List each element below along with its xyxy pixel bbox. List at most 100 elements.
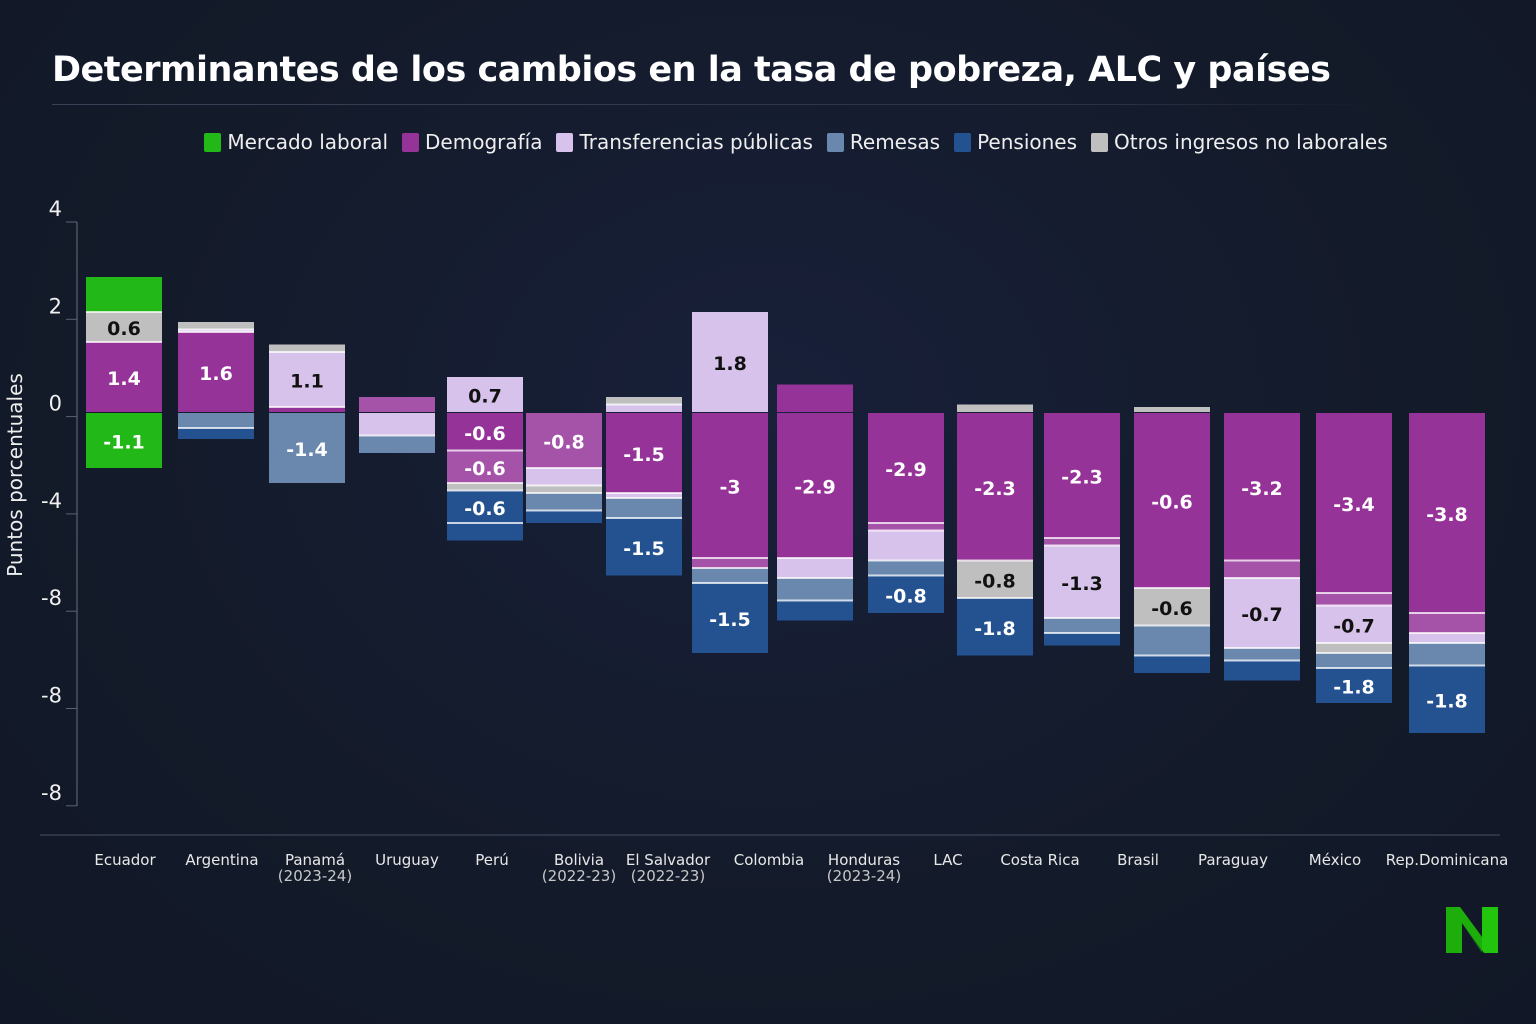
- bar-segment-transferencias: [447, 377, 523, 412]
- bar-segment-demografia: [1316, 593, 1392, 606]
- legend-item-remesas: Remesas: [826, 130, 940, 154]
- bar-segment-demografia: [1409, 613, 1485, 633]
- legend-swatch: [556, 132, 574, 152]
- bar-segment-remesas: [359, 435, 435, 453]
- data-label: -1.1: [103, 432, 145, 454]
- data-label: -3: [719, 477, 740, 499]
- y-tick-label: 4: [49, 197, 62, 221]
- bar-segment-mercado: [86, 413, 162, 468]
- bar-segment-demografia: [1409, 413, 1485, 613]
- bar-segment-transferencias: [1224, 578, 1300, 648]
- data-label: -1.8: [974, 618, 1016, 640]
- bar-segment-remesas: [269, 413, 345, 483]
- legend-label: Transferencias públicas: [579, 130, 813, 154]
- bar-segment-pensiones: [957, 598, 1033, 656]
- data-label: -1.8: [1426, 690, 1468, 712]
- bar-segment-remesas: [1409, 643, 1485, 666]
- bar-segment-otros: [1134, 407, 1210, 412]
- bar-segment-demografia: [1224, 413, 1300, 561]
- y-tick-label: -8: [41, 684, 62, 708]
- bar-segment-transferencias: [526, 468, 602, 486]
- x-label-name: Colombia: [733, 851, 805, 869]
- bar-segment-pensiones: [692, 583, 768, 653]
- x-tick-label: El Salvador (2022-23): [626, 852, 710, 884]
- bar-segment-demografia: [1224, 560, 1300, 578]
- bar-segment-demografia: [1044, 538, 1120, 546]
- legend-swatch: [954, 132, 972, 152]
- bar-segment-demografia: [777, 384, 853, 412]
- data-label: -1.5: [709, 609, 751, 631]
- x-label-name: Panamá: [284, 851, 346, 869]
- bar-segment-remesas: [178, 413, 254, 428]
- x-tick-label: Brasil: [1117, 852, 1159, 868]
- data-label: 1.6: [199, 363, 233, 385]
- bar-segment-otros: [606, 397, 682, 405]
- bar-segment-demografia: [777, 413, 853, 558]
- bar-segment-remesas: [868, 560, 944, 576]
- x-tick-label: Colombia: [734, 852, 805, 868]
- bar-segment-transferencias: [1409, 633, 1485, 643]
- legend-item-otros: Otros ingresos no laborales: [1091, 130, 1388, 154]
- data-label: -0.8: [543, 432, 585, 454]
- brand-logo: [1446, 907, 1498, 953]
- x-label-name: Argentina: [185, 851, 259, 869]
- bar-segment-pensiones: [1044, 633, 1120, 646]
- legend-label: Mercado laboral: [227, 130, 389, 154]
- bar-segment-otros: [86, 312, 162, 342]
- x-label-name: México: [1308, 851, 1362, 869]
- data-label: -1.4: [286, 439, 328, 461]
- bar-segment-remesas: [606, 498, 682, 518]
- bar-segment-remesas: [692, 568, 768, 583]
- bar-segment-mercado: [86, 277, 162, 312]
- x-tick-label: Honduras (2023-24): [827, 852, 901, 884]
- bar-segment-demografia: [526, 413, 602, 468]
- data-label: 1.8: [713, 353, 747, 375]
- bar-segment-pensiones: [1134, 655, 1210, 673]
- bar-segment-pensiones: [447, 490, 523, 523]
- legend-label: Pensiones: [977, 130, 1078, 154]
- bar-segment-transferencias: [606, 493, 682, 498]
- x-tick-label: Bolivia (2022-23): [542, 852, 616, 884]
- legend-item-demografia: Demografía: [402, 130, 542, 154]
- data-label: -0.6: [464, 423, 506, 445]
- x-tick-label: Costa Rica: [1000, 852, 1079, 868]
- bar-segment-remesas: [1044, 618, 1120, 633]
- legend-label: Otros ingresos no laborales: [1114, 130, 1388, 154]
- legend: Mercado laboral Demografía Transferencias …: [0, 130, 1536, 154]
- data-label: -2.9: [885, 459, 927, 481]
- data-label: -3.8: [1426, 504, 1468, 526]
- x-tick-label: Rep.Dominicana: [1386, 852, 1509, 868]
- bar-segment-transferencias: [1044, 545, 1120, 618]
- data-label: 0.7: [468, 386, 502, 408]
- bar-segment-demografia: [606, 413, 682, 493]
- bar-segment-remesas: [1316, 653, 1392, 668]
- data-label: -0.6: [1151, 598, 1193, 620]
- legend-item-transferencias: Transferencias públicas: [556, 130, 813, 154]
- data-label: -2.3: [974, 478, 1016, 500]
- data-label: -1.5: [623, 538, 665, 560]
- legend-swatch: [402, 132, 420, 152]
- x-tick-label: Argentina: [185, 852, 258, 868]
- bar-segment-remesas: [1134, 625, 1210, 656]
- bar-segment-pensiones: [526, 510, 602, 523]
- title-divider: [52, 104, 1382, 105]
- bar-segment-otros: [1316, 643, 1392, 653]
- bar-segment-demografia: [868, 413, 944, 523]
- legend-item-mercado: Mercado laboral: [204, 130, 388, 154]
- x-tick-label: Ecuador: [94, 852, 155, 868]
- bar-segment-pensiones: [447, 523, 523, 541]
- bar-segment-pensiones: [868, 575, 944, 613]
- bar-segment-demografia: [86, 342, 162, 412]
- y-tick-label: -8: [41, 781, 62, 805]
- x-label-name: Uruguay: [375, 851, 439, 869]
- bar-segment-otros: [269, 344, 345, 352]
- data-label: -0.8: [885, 585, 927, 607]
- bar-segment-otros: [957, 560, 1033, 598]
- data-label: -2.3: [1061, 467, 1103, 489]
- x-label-period: (2022-23): [541, 867, 617, 885]
- bar-segment-transferencias: [777, 558, 853, 578]
- y-tick-label: -8: [41, 586, 62, 610]
- bar-segment-otros: [526, 485, 602, 493]
- x-label-name: Ecuador: [94, 851, 156, 869]
